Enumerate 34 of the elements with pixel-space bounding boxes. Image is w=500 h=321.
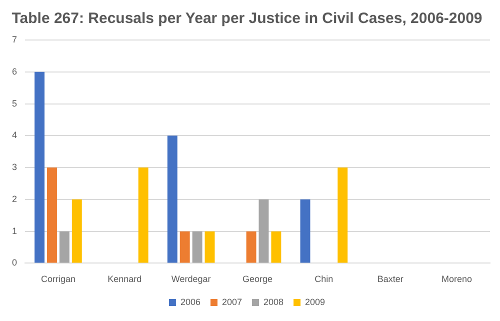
- bar: [47, 168, 57, 263]
- bar: [204, 231, 215, 263]
- legend-label: 2006: [180, 296, 200, 307]
- bar: [246, 231, 256, 263]
- bar: [338, 168, 348, 263]
- bar: [72, 199, 82, 263]
- y-tick-label: 7: [12, 34, 18, 44]
- bar: [59, 231, 70, 263]
- y-tick-label: 6: [12, 66, 18, 76]
- legend-label: 2009: [305, 296, 326, 307]
- bar: [167, 136, 178, 263]
- legend-label: 2008: [264, 296, 284, 307]
- x-tick-label: Kennard: [108, 274, 142, 284]
- bar: [258, 199, 269, 263]
- y-tick-label: 0: [12, 258, 18, 268]
- x-tick-label: Moreno: [442, 274, 472, 284]
- bar: [271, 231, 282, 263]
- x-tick-label: George: [242, 274, 273, 284]
- x-tick-label: Chin: [314, 274, 334, 284]
- bar: [34, 72, 45, 263]
- bar: [192, 231, 202, 263]
- y-tick-label: 4: [12, 130, 18, 140]
- legend-label: 2007: [222, 296, 242, 307]
- bar: [180, 231, 190, 263]
- y-tick-label: 1: [12, 226, 18, 236]
- chart-title: Table 267: Recusals per Year per Justice in Civil Cases, 2006-2009: [12, 10, 482, 28]
- y-tick-label: 3: [12, 162, 18, 172]
- x-tick-label: Baxter: [377, 274, 404, 284]
- y-tick-label: 5: [12, 98, 18, 108]
- x-tick-label: Werdegar: [171, 274, 211, 284]
- y-tick-label: 2: [12, 194, 18, 204]
- x-tick-label: Corrigan: [40, 274, 76, 284]
- bar: [138, 168, 148, 263]
- bar: [300, 199, 310, 263]
